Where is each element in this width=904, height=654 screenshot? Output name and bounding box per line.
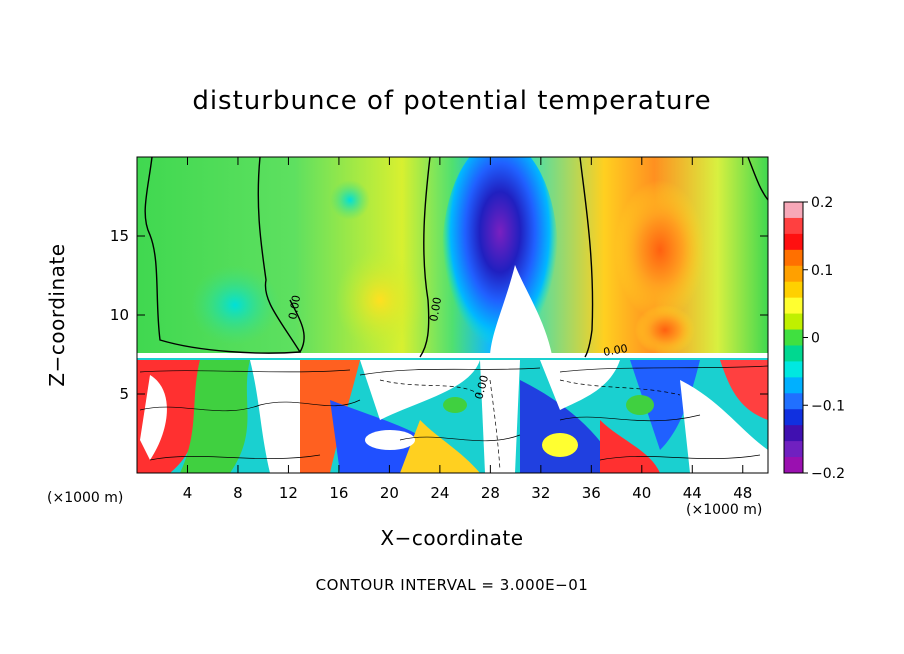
x-tick-label: 48: [733, 484, 752, 502]
x-tick-label: 28: [481, 484, 500, 502]
contour-label: 0.00: [472, 374, 491, 401]
x-tick-label: 20: [380, 484, 399, 502]
y-tick-label: 5: [119, 385, 129, 403]
colorbar-swatch: [784, 329, 803, 346]
y-tick-label: 10: [110, 306, 129, 324]
x-unit-label: (×1000 m): [686, 502, 763, 518]
chart-title: disturbunce of potential temperature: [192, 86, 712, 116]
x-tick-label: 44: [683, 484, 702, 502]
x-tick-label: 4: [183, 484, 193, 502]
z-unit-label: (×1000 m): [47, 490, 124, 506]
x-tick-label: 16: [329, 484, 348, 502]
colorbar-tick-label: −0.1: [811, 398, 845, 414]
contour-label: 0.00: [427, 296, 444, 322]
x-tick-label: 36: [582, 484, 601, 502]
contour-interval-note: CONTOUR INTERVAL = 3.000E−01: [315, 576, 589, 594]
y-axis-label: Z−coordinate: [45, 243, 69, 387]
colorbar-swatch: [784, 377, 803, 394]
colorbar: [783, 201, 808, 474]
colorbar-swatch: [784, 361, 803, 378]
x-tick-label: 12: [279, 484, 298, 502]
colorbar-tick-label: −0.2: [811, 466, 845, 482]
colorbar-swatch: [784, 441, 803, 458]
x-tick-label: 40: [632, 484, 651, 502]
x-tick-label: 24: [430, 484, 449, 502]
contour-label: 0.00: [286, 294, 303, 320]
colorbar-swatch: [784, 313, 803, 331]
x-tick-label: 32: [531, 484, 550, 502]
x-axis-label: X−coordinate: [380, 526, 524, 550]
colorbar-swatch: [784, 297, 803, 315]
colorbar-swatch: [784, 202, 803, 219]
x-tick-label: 8: [233, 484, 243, 502]
colorbar-swatch: [784, 217, 803, 235]
colorbar-tick-label: 0.1: [811, 263, 833, 279]
colorbar-swatch: [784, 281, 803, 299]
colorbar-swatch: [784, 265, 803, 283]
colorbar-tick-label: 0: [811, 331, 820, 347]
contour-label: 0.00: [602, 342, 628, 359]
colorbar-swatch: [784, 393, 803, 410]
temperature-field: [137, 157, 768, 473]
y-tick-label: 15: [110, 227, 129, 245]
colorbar-swatch: [784, 409, 803, 426]
colorbar-swatch: [784, 233, 803, 251]
colorbar-swatch: [784, 249, 803, 267]
colorbar-tick-label: 0.2: [811, 195, 833, 211]
colorbar-swatch: [784, 425, 803, 442]
colorbar-swatch: [784, 345, 803, 362]
colorbar-swatch: [784, 457, 803, 474]
